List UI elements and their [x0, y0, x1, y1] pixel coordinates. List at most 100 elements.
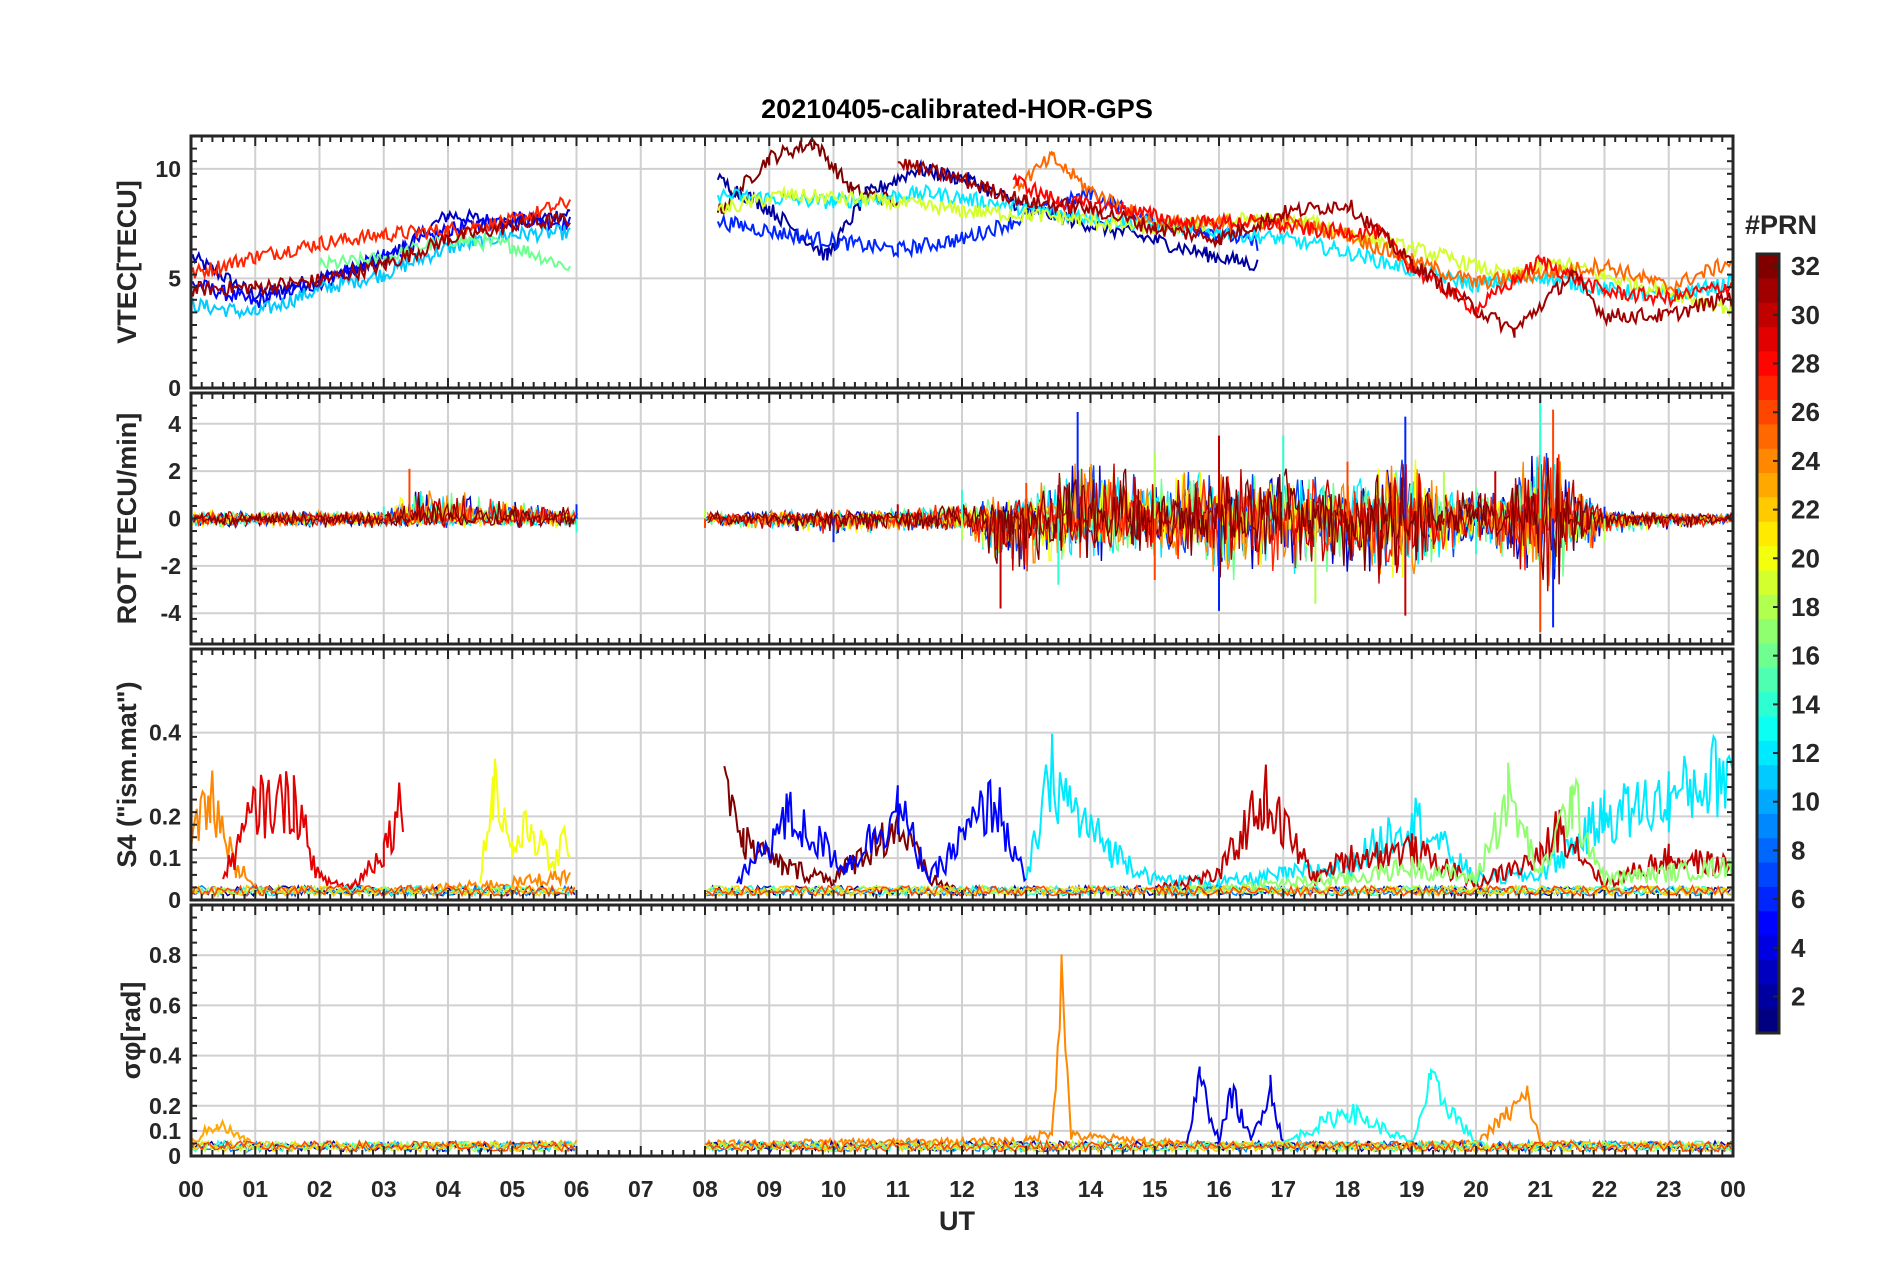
panel-s4-series-group	[191, 733, 1733, 899]
colorbar-swatch-prn-4	[1757, 935, 1779, 961]
colorbar-swatch-prn-22	[1757, 497, 1779, 523]
panel-vtec-y-tick-label: 0	[168, 375, 181, 401]
colorbar-tick-label: 32	[1791, 251, 1820, 281]
panel-vtec: 0 5 10 VTEC[TECU]	[112, 134, 1735, 401]
colorbar-swatch-prn-6	[1757, 886, 1779, 912]
vtec-series-prn-16	[318, 231, 571, 272]
x-tick-label: 12	[949, 1176, 975, 1202]
s4-series-prn-5	[736, 778, 1028, 885]
panel-vtec-y-tick-label: 5	[168, 265, 181, 291]
colorbar-swatch-prn-23	[1757, 473, 1779, 499]
panel-sigma-phi-y-tick-label: 0.1	[149, 1118, 181, 1144]
rot-series-prn-32	[193, 457, 1733, 585]
colorbar-swatch-prn-27	[1757, 375, 1779, 401]
colorbar-tick-label: 26	[1791, 397, 1820, 427]
x-tick-label: 02	[307, 1176, 333, 1202]
x-tick-label: 22	[1592, 1176, 1618, 1202]
figure-title: 20210405-calibrated-HOR-GPS	[761, 94, 1153, 124]
s4-series-prn-20	[479, 758, 571, 884]
panel-sigma-phi-y-tick-label: 0.8	[149, 942, 181, 968]
x-tick-label: 00	[1720, 1176, 1746, 1202]
s4-series-prn-17	[1154, 762, 1733, 895]
x-tick-label: 01	[242, 1176, 268, 1202]
vtec-series-prn-31	[897, 158, 1733, 338]
colorbar-swatch-prn-25	[1757, 424, 1779, 450]
colorbar-tick-label: 10	[1791, 787, 1820, 817]
colorbar-swatch-prn-26	[1757, 400, 1779, 425]
panel-rot-y-axis-title: ROT [TECU/min]	[112, 413, 142, 624]
colorbar-swatch-prn-24	[1757, 448, 1779, 474]
x-tick-label: 23	[1656, 1176, 1682, 1202]
panel-rot-series-group	[191, 400, 1733, 633]
colorbar-swatch-prn-5	[1757, 911, 1779, 937]
colorbar-tick-label: 18	[1791, 592, 1820, 622]
x-tick-label: 19	[1399, 1176, 1425, 1202]
panel-s4: 0 0.1 0.2 0.4 S4 ("ism.mat")	[112, 647, 1735, 913]
colorbar-tick-label: 12	[1791, 738, 1820, 768]
sigma-phi-series-prn-13	[1282, 1067, 1477, 1146]
x-tick-label: 06	[564, 1176, 590, 1202]
x-tick-label: 15	[1142, 1176, 1168, 1202]
x-tick-label: 05	[499, 1176, 525, 1202]
colorbar-swatch-prn-7	[1757, 862, 1779, 888]
panel-s4-y-tick-label: 0.1	[149, 845, 181, 871]
x-tick-label: 16	[1206, 1176, 1232, 1202]
x-tick-label: 21	[1527, 1176, 1553, 1202]
colorbar-swatch-prn-2	[1757, 984, 1779, 1010]
x-tick-label: 10	[821, 1176, 847, 1202]
colorbar-swatch-prn-15	[1757, 667, 1779, 693]
colorbar-swatch-prn-30	[1757, 302, 1779, 328]
colorbar-tick-label: 20	[1791, 543, 1820, 573]
panel-sigma-phi-y-tick-label: 0.4	[149, 1043, 181, 1069]
colorbar-swatch-prn-21	[1757, 521, 1779, 547]
colorbar-swatch-prn-8	[1757, 838, 1779, 864]
colorbar-swatch-prn-1	[1757, 1008, 1779, 1034]
colorbar-tick-label: 2	[1791, 981, 1805, 1011]
panel-rot-y-tick-label: 4	[168, 411, 181, 437]
colorbar-tick-label: 8	[1791, 835, 1805, 865]
s4-series-prn-29	[222, 771, 404, 892]
panel-vtec-series-group	[191, 138, 1733, 338]
colorbar-swatch-prn-11	[1757, 765, 1779, 791]
panel-s4-y-axis-title: S4 ("ism.mat")	[112, 681, 142, 867]
panel-sigma-phi-y-tick-label: 0.6	[149, 992, 181, 1018]
colorbar-swatch-prn-20	[1757, 546, 1779, 572]
colorbar-swatch-prn-28	[1757, 351, 1779, 377]
x-tick-label: 14	[1078, 1176, 1104, 1202]
colorbar-swatch-prn-9	[1757, 813, 1779, 839]
colorbar-swatch-prn-17	[1757, 619, 1779, 645]
x-tick-label: 09	[756, 1176, 782, 1202]
panel-s4-y-tick-label: 0.2	[149, 803, 181, 829]
panel-rot-y-tick-label: -4	[161, 600, 182, 626]
vtec-series-prn-2	[716, 158, 1259, 272]
panel-rot-y-tick-label: 0	[168, 506, 181, 532]
colorbar-swatch-prn-3	[1757, 959, 1779, 985]
colorbar-swatch-prn-13	[1757, 716, 1779, 742]
panel-s4-y-tick-label: 0.4	[149, 720, 181, 746]
colorbar-tick-label: 22	[1791, 495, 1820, 525]
colorbar-tick-label: 16	[1791, 641, 1820, 671]
vtec-series-prn-28	[1012, 172, 1733, 319]
x-tick-label: 04	[435, 1176, 461, 1202]
panel-s4-y-tick-label: 0	[168, 887, 181, 913]
x-tick-label: 17	[1270, 1176, 1296, 1202]
x-tick-label: 18	[1335, 1176, 1361, 1202]
x-tick-label: 20	[1463, 1176, 1489, 1202]
x-tick-label: 03	[371, 1176, 397, 1202]
colorbar-swatch-prn-14	[1757, 692, 1779, 718]
colorbar-swatch-prn-29	[1757, 327, 1779, 352]
vtec-series-prn-31	[191, 212, 571, 297]
colorbar-swatch-prn-31	[1757, 278, 1779, 304]
x-axis-title: UT	[939, 1206, 975, 1236]
panel-sigma-phi-y-axis-title: σφ[rad]	[116, 982, 146, 1080]
panel-rot: -4 -2 0 2 4 ROT [TECU/min]	[112, 391, 1735, 646]
x-tick-label: 00	[178, 1176, 204, 1202]
colorbar-tick-label: 6	[1791, 884, 1805, 914]
colorbar-swatch-prn-16	[1757, 643, 1779, 669]
panel-vtec-y-tick-label: 10	[155, 156, 181, 182]
panel-sigma-phi: 00.10.2 0.4 0.6 0.8σφ[rad]	[116, 903, 1735, 1169]
panel-vtec-y-axis-title: VTEC[TECU]	[112, 180, 142, 344]
vtec-series-prn-27	[191, 196, 572, 280]
